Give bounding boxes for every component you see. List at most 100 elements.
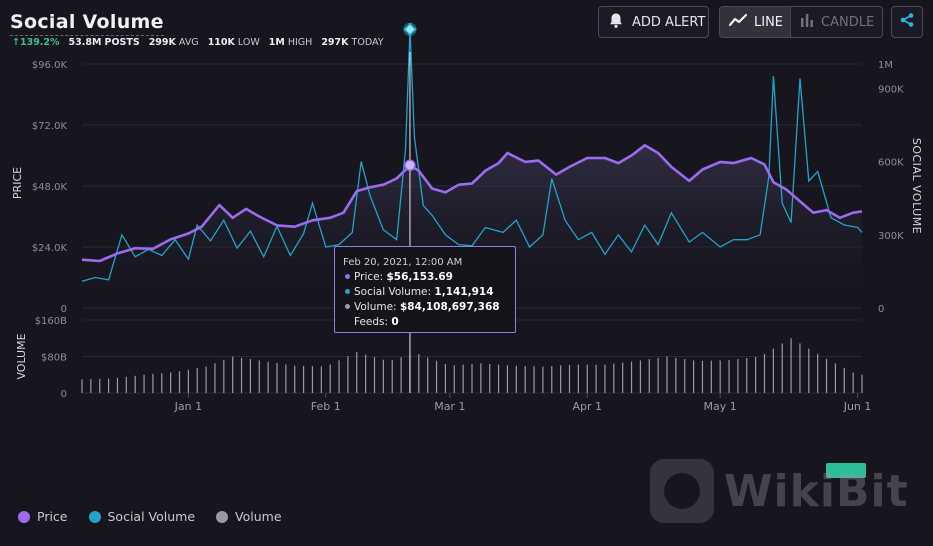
volume-bar (657, 357, 659, 393)
volume-bar (125, 376, 127, 393)
volume-bar (480, 363, 482, 393)
volume-bar (365, 354, 367, 393)
volume-bar (781, 343, 783, 393)
volume-bar (453, 365, 455, 393)
x-tick-label: Feb 1 (311, 400, 341, 413)
chart-tooltip: Feb 20, 2021, 12:00 AM Price: $56,153.69… (334, 246, 516, 333)
volume-bar (701, 360, 704, 393)
stats-bar: ↑139.2% 53.8M POSTS 299K AVG 110K LOW 1M… (12, 37, 384, 48)
volume-bar (205, 366, 207, 393)
volume-bar (302, 365, 305, 393)
volume-bar (276, 363, 278, 393)
volume-bar (418, 354, 420, 393)
social-volume-tick-label: 1M (878, 60, 893, 71)
x-tick-label: May 1 (704, 400, 737, 413)
volume-bar (808, 348, 810, 393)
volume-tick-label: 0 (61, 389, 67, 400)
volume-bar (790, 338, 792, 393)
legend-swatch-social-volume (88, 510, 101, 523)
volume-tick-label: $80B (41, 353, 67, 364)
legend-label-price: Price (37, 509, 68, 524)
volume-bar (161, 373, 163, 393)
watermark-text: WikiBit (724, 465, 909, 517)
line-chart-icon (728, 13, 748, 30)
volume-bar (143, 374, 145, 393)
volume-bar (719, 360, 721, 393)
volume-bar (462, 364, 464, 393)
volume-bar (267, 361, 269, 393)
x-tick-label: Jun 1 (843, 400, 872, 413)
volume-bar (391, 359, 393, 393)
volume-bar (489, 363, 491, 393)
volume-bar (187, 369, 189, 393)
volume-bar (825, 358, 828, 393)
volume-bar (258, 360, 260, 393)
legend-swatch-price (18, 510, 30, 523)
price-area (82, 145, 862, 308)
social-volume-tick-label: 300K (878, 231, 904, 242)
volume-bar (400, 357, 402, 393)
chart-legend: Price Social Volume Volume (18, 509, 282, 524)
volume-bar (746, 358, 748, 393)
volume-bar (728, 360, 730, 393)
watermark-logo-icon (650, 459, 714, 523)
volume-bar (152, 373, 154, 393)
share-button[interactable] (891, 6, 923, 38)
x-tick-label: Apr 1 (572, 400, 602, 413)
volume-bar (799, 343, 801, 393)
chart-title: Social Volume (10, 10, 164, 36)
legend-item-volume[interactable]: Volume (216, 509, 282, 524)
add-alert-button[interactable]: ADD ALERT (598, 6, 709, 38)
social-volume-line (81, 29, 863, 282)
social-volume-tick-label: 600K (878, 158, 904, 169)
volume-bar (214, 363, 216, 393)
high-value: 1M (268, 37, 285, 48)
tooltip-volume-row: Volume: $84,108,697,368 (343, 300, 507, 315)
tooltip-price-label: Price: (354, 271, 384, 283)
posts-stat: 53.8M POSTS (69, 37, 140, 48)
volume-bar (551, 366, 553, 393)
candle-view-button[interactable]: CANDLE (791, 7, 882, 37)
volume-bar (577, 364, 579, 393)
social-volume-tick-label: 900K (878, 84, 904, 95)
volume-bar (755, 357, 757, 393)
volume-bar (347, 356, 349, 393)
volume-bar (675, 357, 677, 393)
volume-bar (471, 363, 473, 393)
tooltip-social-value: 1,141,914 (434, 286, 494, 298)
view-toggle: LINE CANDLE (719, 6, 883, 38)
tooltip-feeds-row: Feeds: 0 (343, 315, 507, 330)
legend-item-price[interactable]: Price (18, 509, 68, 524)
volume-bar (285, 364, 287, 393)
volume-bar (373, 357, 376, 393)
volume-bar (604, 364, 606, 393)
social-volume-tick-label: 0 (878, 304, 884, 315)
legend-item-social-volume[interactable]: Social Volume (88, 509, 195, 524)
volume-bar (249, 359, 252, 393)
volume-bar (639, 360, 642, 393)
volume-bar (329, 364, 331, 393)
tooltip-volume-value: $84,108,697,368 (399, 301, 500, 313)
volume-bar (320, 366, 322, 393)
volume-bar (178, 371, 181, 393)
change-stat: ↑139.2% (12, 37, 60, 48)
volume-bar (737, 359, 739, 393)
volume-bar (586, 364, 588, 393)
arrow-up-icon: ↑ (12, 37, 20, 48)
volume-bar (196, 368, 198, 393)
tooltip-volume-label: Volume: (354, 301, 397, 313)
volume-bar (533, 366, 535, 393)
price-tick-label: 0 (61, 304, 67, 315)
avg-value: 299K (148, 37, 176, 48)
volume-bar (81, 379, 83, 393)
line-view-button[interactable]: LINE (720, 7, 791, 37)
volume-bar (223, 359, 225, 393)
volume-bar (568, 364, 571, 393)
tooltip-price-row: Price: $56,153.69 (343, 270, 507, 285)
tooltip-feeds-label: Feeds: (354, 316, 389, 328)
tooltip-date: Feb 20, 2021, 12:00 AM (343, 257, 463, 268)
volume-bar (710, 360, 712, 393)
watermark: WikiBit (650, 459, 909, 523)
tooltip-social-label: Social Volume: (354, 286, 432, 298)
